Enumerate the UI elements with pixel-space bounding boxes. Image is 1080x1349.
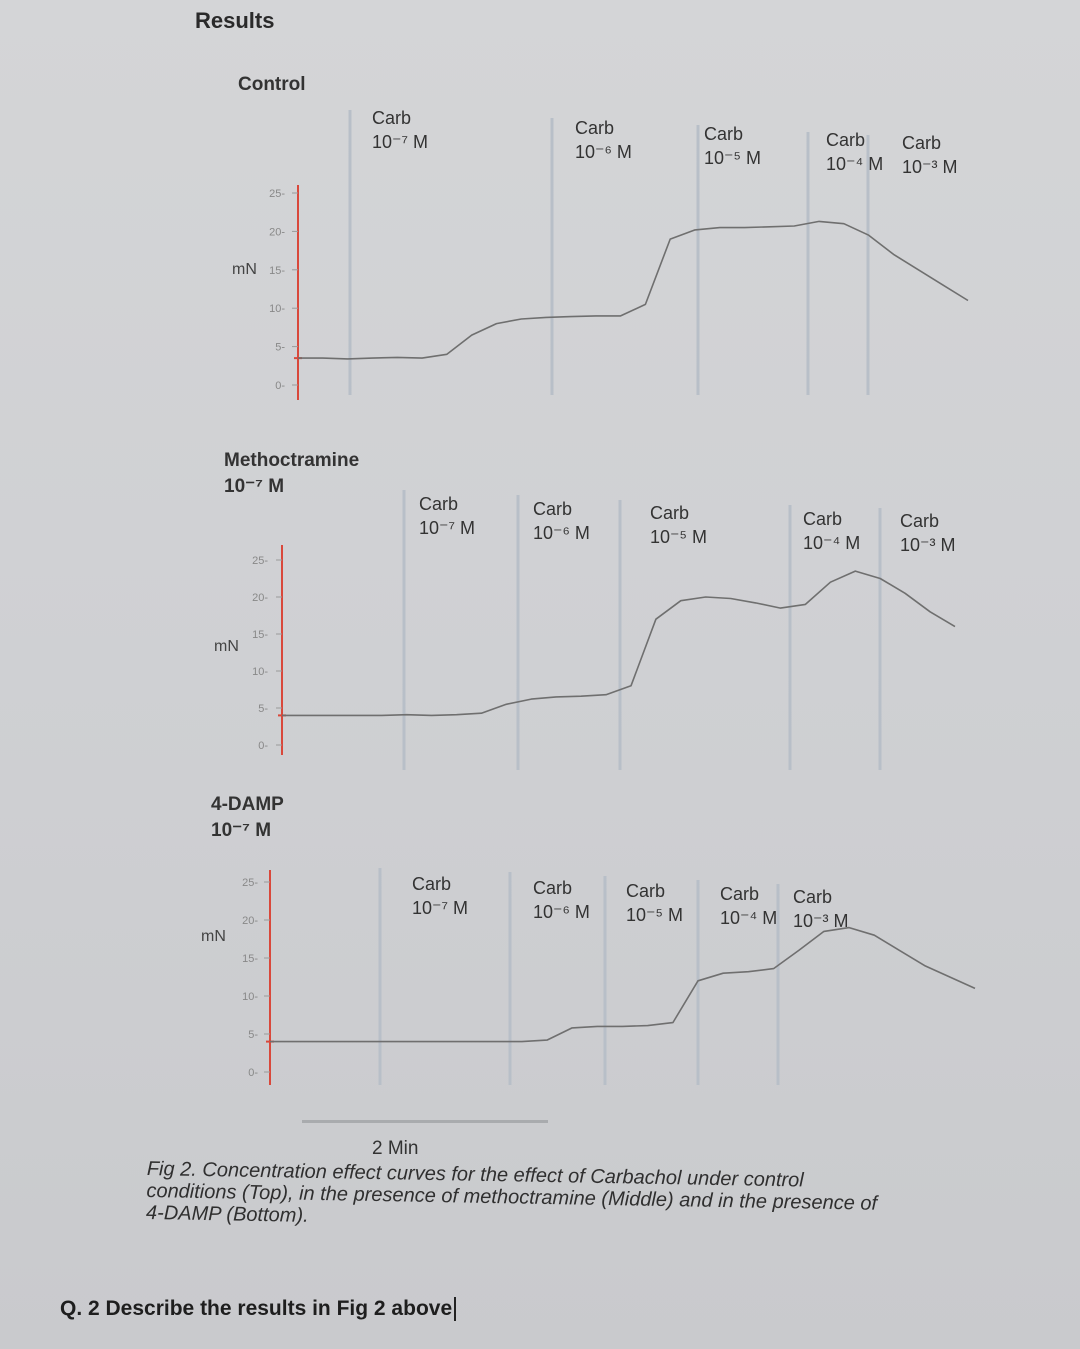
- tension-trace: [282, 570, 956, 717]
- y-tick-label: 20-: [242, 915, 258, 927]
- y-tick-label: 25-: [269, 188, 285, 200]
- drug-label-4damp: 4-DAMP 10⁻⁷ M: [211, 794, 284, 841]
- carb-marker-label: Carb 10⁻⁶ M: [575, 118, 632, 162]
- carb-marker-label: Carb 10⁻⁴ M: [803, 509, 861, 553]
- time-scale-label: 2 Min: [372, 1138, 419, 1159]
- carb-marker-label: Carb 10⁻⁶ M: [533, 499, 590, 543]
- y-tick-label: 20-: [269, 226, 285, 238]
- y-axis-label: mN: [201, 928, 226, 945]
- question-text[interactable]: Q. 2 Describe the results in Fig 2 above: [60, 1297, 457, 1322]
- panel-title-control: Control: [238, 74, 306, 95]
- y-tick-label: 25-: [242, 877, 258, 889]
- carb-marker-label: Carb 10⁻⁷ M: [412, 874, 469, 918]
- carb-marker-label: Carb 10⁻⁵ M: [704, 124, 761, 168]
- y-tick-label: 5-: [258, 703, 268, 715]
- y-tick-label: 10-: [242, 991, 258, 1003]
- carb-marker-label: Carb 10⁻³ M: [902, 133, 958, 177]
- drug-label-methoctramine: Methoctramine 10⁻⁷ M: [224, 450, 360, 497]
- carb-marker-label: Carb 10⁻⁵ M: [650, 503, 707, 547]
- y-tick-label: 15-: [242, 953, 258, 965]
- y-tick-label: 0-: [275, 380, 285, 392]
- y-tick-label: 5-: [275, 342, 285, 354]
- results-heading: Results: [195, 8, 275, 33]
- y-tick-label: 0-: [258, 740, 268, 752]
- text-cursor: [454, 1297, 457, 1322]
- carb-marker-label: Carb 10⁻⁷ M: [419, 494, 476, 538]
- y-tick-label: 20-: [252, 592, 268, 604]
- carb-marker-label: Carb 10⁻³ M: [793, 887, 849, 931]
- tension-trace: [298, 220, 969, 360]
- y-tick-label: 10-: [269, 303, 285, 315]
- y-axis-label: mN: [232, 261, 257, 278]
- carb-marker-label: Carb 10⁻³ M: [900, 511, 956, 555]
- y-tick-label: 25-: [252, 555, 268, 567]
- y-tick-label: 10-: [252, 666, 268, 678]
- y-tick-label: 15-: [269, 265, 285, 277]
- carb-marker-label: Carb 10⁻⁷ M: [372, 108, 429, 152]
- carb-marker-label: Carb 10⁻⁶ M: [533, 878, 590, 922]
- y-tick-label: 0-: [248, 1067, 258, 1079]
- y-axis-label: mN: [214, 638, 239, 655]
- carb-marker-label: Carb 10⁻⁴ M: [720, 884, 778, 928]
- y-tick-label: 15-: [252, 629, 268, 641]
- tension-trace: [270, 926, 976, 1043]
- figure-caption: Fig 2. Concentration effect curves for t…: [146, 1158, 878, 1237]
- time-scale-bar: [302, 1120, 548, 1123]
- carb-marker-label: Carb 10⁻⁵ M: [626, 881, 683, 925]
- y-tick-label: 5-: [248, 1029, 258, 1041]
